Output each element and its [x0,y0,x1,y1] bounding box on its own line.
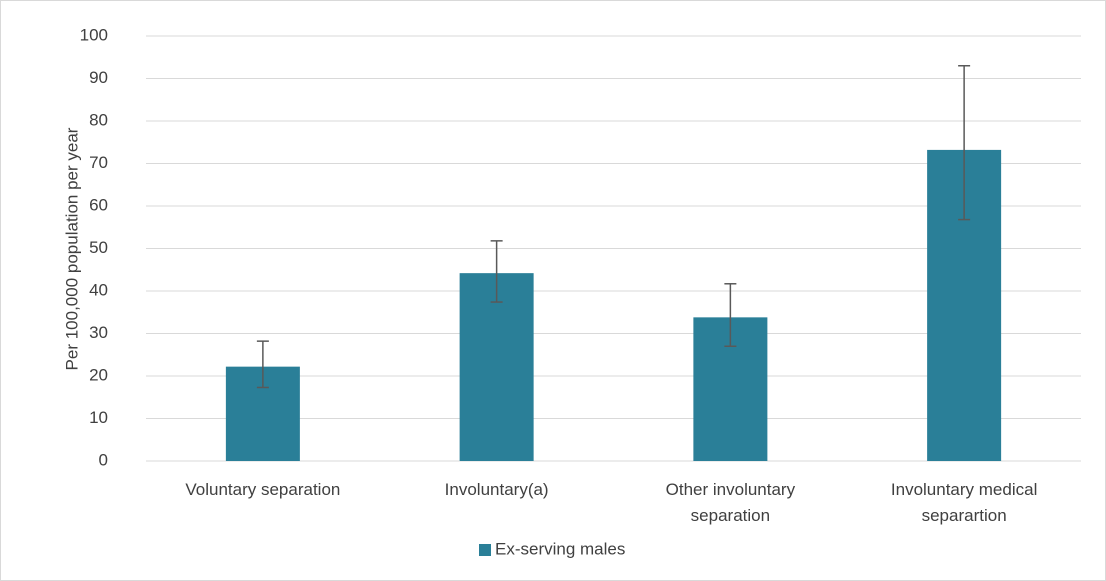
y-tick-label: 70 [89,153,108,172]
x-tick-label: Involuntary medical separartion [890,480,1038,525]
y-tick-label: 30 [89,323,108,342]
y-tick-label: 20 [89,365,108,384]
y-tick-label: 100 [80,25,108,44]
y-tick-label: 0 [99,450,108,469]
y-tick-label: 90 [89,68,108,87]
x-tick-label: Voluntary separation [185,480,341,499]
legend-swatch [479,544,491,556]
y-tick-label: 50 [89,238,108,257]
x-tick-label: Involuntary(a) [444,480,549,499]
y-tick-label: 80 [89,110,108,129]
legend-label: Ex-serving males [495,539,625,558]
y-tick-label: 60 [89,195,108,214]
y-tick-label: 40 [89,280,108,299]
y-axis-label: Per 100,000 population per year [62,127,81,370]
y-tick-label: 10 [89,408,108,427]
bar [459,273,534,461]
x-tick-label: Other involuntary separation [665,480,796,525]
